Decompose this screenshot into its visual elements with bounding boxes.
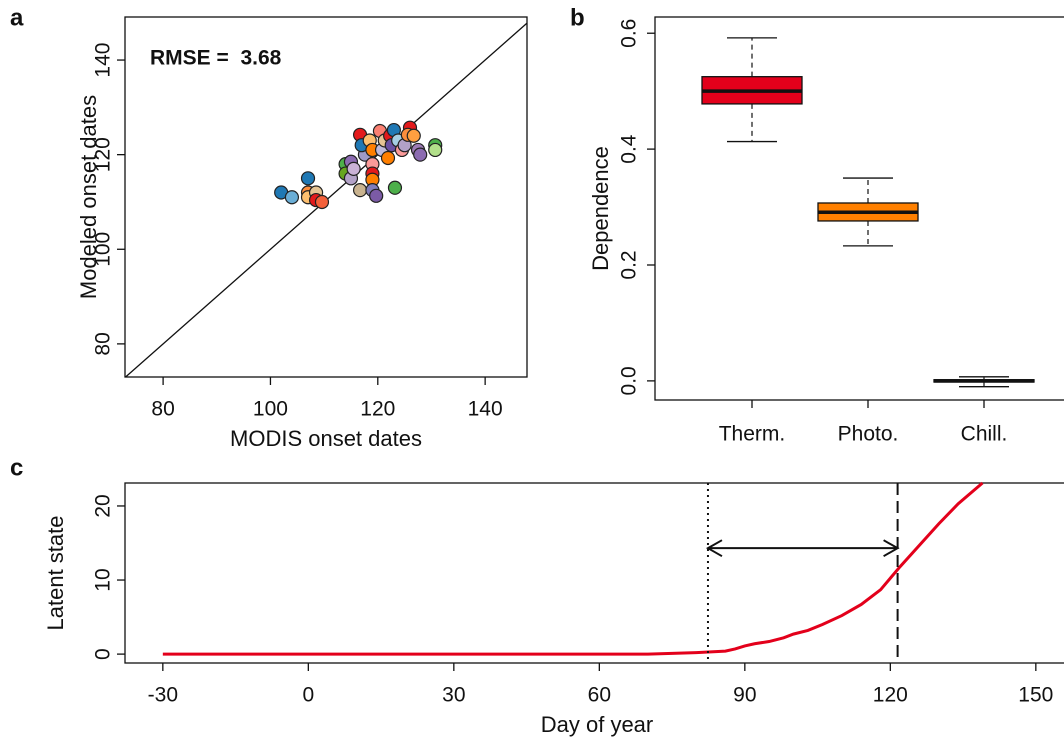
x-tick-label: Therm.: [719, 423, 786, 446]
x-tick-label: 60: [588, 684, 611, 707]
y-tick-label: 140: [92, 43, 115, 78]
point: [406, 128, 421, 143]
x-tick-label: 100: [253, 398, 288, 421]
panel-label: c: [10, 454, 23, 481]
panel-label: b: [570, 4, 585, 31]
point: [428, 142, 443, 158]
point: [387, 180, 403, 195]
y-tick-label: 80: [92, 332, 115, 355]
y-tick-label: 0.0: [618, 366, 641, 395]
x-tick-label: Photo.: [838, 423, 899, 446]
plot-frame: [654, 16, 1064, 401]
x-tick-label: 140: [468, 398, 503, 421]
y-tick-label: 0: [92, 648, 115, 660]
y-axis-label: Latent state: [43, 516, 68, 631]
y-tick-label: 20: [92, 494, 115, 517]
point: [300, 171, 316, 186]
x-tick-label: 150: [1018, 684, 1053, 707]
y-axis-label: Modeled onset dates: [76, 95, 101, 299]
point: [352, 183, 368, 198]
y-tick-label: 100: [92, 232, 115, 267]
plot-frame: [124, 16, 528, 378]
x-tick-label: 120: [360, 398, 395, 421]
x-tick-label: 30: [442, 684, 465, 707]
y-tick-label: 120: [92, 137, 115, 172]
line: [162, 481, 984, 656]
y-axis-label: Dependence: [588, 146, 613, 271]
y-tick-label: 10: [92, 568, 115, 591]
x-tick-label: -30: [148, 684, 178, 707]
x-tick-label: 80: [151, 398, 174, 421]
x-tick-label: 120: [873, 684, 908, 707]
x-axis-label: Day of year: [541, 712, 654, 737]
point: [369, 188, 384, 203]
annotation: RMSE = 3.68: [150, 47, 282, 70]
y-tick-label: 0.6: [618, 19, 641, 48]
point: [314, 194, 330, 210]
panel-label: a: [10, 4, 24, 31]
y-tick-label: 0.2: [618, 250, 641, 279]
x-tick-label: Chill.: [961, 423, 1008, 446]
point: [413, 147, 428, 162]
point: [284, 190, 300, 205]
plot-frame: [124, 482, 1064, 664]
arrow: [705, 539, 900, 558]
x-tick-label: 0: [302, 684, 314, 707]
x-tick-label: 90: [733, 684, 756, 707]
x-axis-label: MODIS onset dates: [230, 426, 422, 451]
point: [346, 161, 361, 176]
point: [380, 150, 396, 166]
y-tick-label: 0.4: [618, 134, 641, 164]
